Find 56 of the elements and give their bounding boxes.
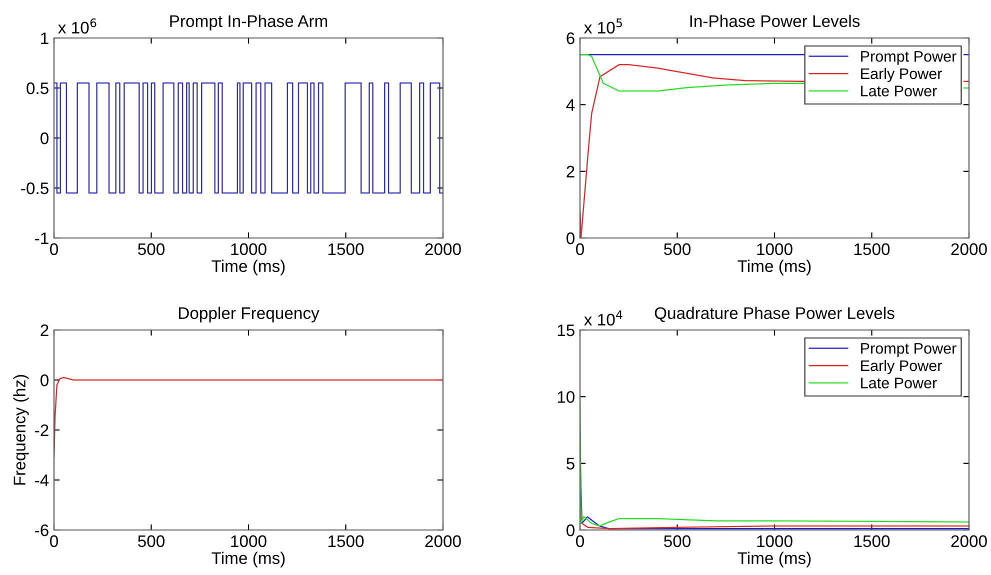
y-tick-label: -0.5 (21, 182, 48, 194)
x-tick-label: 1500 (328, 535, 364, 548)
y-tick-label: -4 (35, 474, 49, 486)
x-axis-title: Time (ms) (212, 260, 285, 276)
legend-label: Prompt Power (861, 343, 956, 357)
y-tick-label: 0 (566, 524, 574, 536)
y-tick-label: 0 (40, 132, 48, 144)
x-tick-label: 1500 (854, 535, 890, 548)
chart-title: Prompt In-Phase Arm (170, 14, 328, 30)
x-tick-label: 0 (576, 243, 584, 256)
chart-title: Quadrature Phase Power Levels (654, 306, 894, 322)
x-tick-label: 2000 (951, 243, 987, 256)
x-tick-label: 0 (50, 535, 58, 548)
y-tick-label: 0 (40, 374, 48, 386)
legend-label: Early Power (861, 360, 942, 374)
x-tick-label: 500 (664, 535, 691, 548)
legend-label: Late Power (861, 378, 937, 388)
y-tick-label: 4 (566, 99, 575, 111)
y-tick-label: -2 (35, 424, 48, 436)
x-tick-label: 1000 (231, 243, 266, 256)
series-label: Prompt Power (861, 51, 956, 65)
x-tick-label: 0 (576, 535, 584, 548)
x-tick-label: 2000 (425, 535, 461, 548)
legend-label: Late Power (861, 86, 937, 96)
x-tick-label: 1000 (757, 243, 792, 256)
x-tick-label: 2000 (425, 243, 461, 256)
x-tick-label: 500 (664, 243, 691, 256)
y-tick-label: 15 (558, 324, 574, 336)
text: x 10$^{6}$ (58, 18, 96, 34)
x-tick-label: 2000 (951, 535, 987, 548)
x-tick-label: 1500 (328, 243, 364, 256)
y-tick-label: -6 (35, 524, 48, 536)
chart-title: In-Phase Power Levels (690, 14, 860, 28)
x-tick-label: 500 (138, 535, 165, 548)
x-tick-label: 1000 (231, 535, 266, 548)
y-tick-label: 0.5 (26, 82, 48, 94)
y-tick-label: 6 (566, 32, 574, 44)
x-tick-label: 0 (50, 243, 58, 256)
x-axis-title: Time (ms) (212, 552, 285, 568)
y-axis-title: Frequency (hz) (13, 374, 29, 485)
y-tick-label: 5 (566, 458, 574, 470)
y-tick-label: 1 (41, 32, 48, 44)
y-tick-label: 10 (558, 391, 574, 403)
text: x 10$^{4}$ (584, 310, 622, 326)
y-tick-label: 2 (566, 166, 574, 178)
y-tick-label: 2 (40, 324, 48, 336)
x-tick-label: 1000 (757, 535, 792, 548)
text: x 10$^{5}$ (584, 18, 622, 34)
y-tick-label: 0 (566, 232, 574, 244)
x-tick-label: 1500 (854, 243, 890, 256)
x-tick-label: 500 (138, 243, 165, 256)
legend-label: Early Power (861, 68, 942, 82)
x-axis-title: Time (ms) (738, 260, 811, 276)
y-tick-label: -1 (35, 232, 48, 244)
x-axis-title: Time (ms) (738, 552, 811, 568)
chart-title: Doppler Frequency (179, 306, 320, 322)
